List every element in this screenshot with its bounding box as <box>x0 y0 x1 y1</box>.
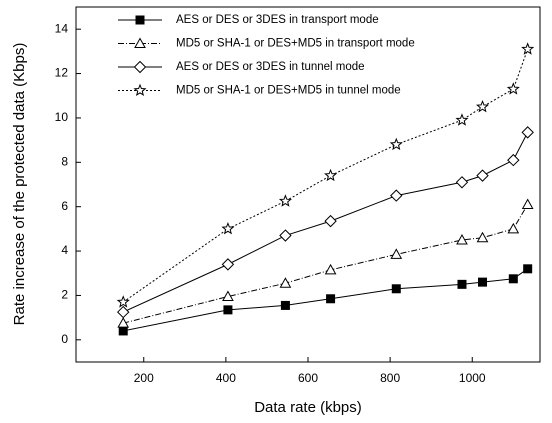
legend-marker <box>133 83 147 97</box>
data-point <box>507 222 520 234</box>
y-tick-label: 10 <box>55 110 69 124</box>
data-point <box>278 194 292 207</box>
data-point <box>391 284 401 294</box>
series-line <box>123 268 528 332</box>
legend-marker <box>133 60 147 74</box>
data-point <box>476 169 489 182</box>
data-point <box>280 300 290 310</box>
data-point <box>506 82 520 95</box>
legend-marker <box>134 37 146 48</box>
data-point <box>116 295 130 308</box>
legend-label: MD5 or SHA-1 or DES+MD5 in tunnel mode <box>176 85 401 97</box>
data-point <box>390 189 403 202</box>
data-point <box>475 99 490 113</box>
y-tick-label: 2 <box>61 288 68 302</box>
data-point <box>478 277 488 287</box>
data-point <box>507 153 520 167</box>
y-tick-label: 4 <box>61 243 68 257</box>
data-point <box>222 290 234 302</box>
y-tick-label: 6 <box>61 199 68 213</box>
data-point <box>324 168 338 182</box>
x-tick-label: 1000 <box>459 371 486 385</box>
series-line <box>123 132 529 313</box>
data-point <box>455 176 469 189</box>
legend-label: AES or DES or 3DES in transport mode <box>176 14 379 26</box>
data-point <box>221 258 235 271</box>
x-tick-label: 600 <box>298 371 318 385</box>
legend-marker <box>135 15 145 25</box>
data-point <box>223 305 233 315</box>
data-point <box>118 326 128 336</box>
data-point <box>324 214 337 228</box>
x-axis-title: Data rate (kbps) <box>254 399 362 416</box>
y-tick-label: 0 <box>61 332 68 346</box>
data-point <box>389 137 403 151</box>
y-tick-label: 12 <box>55 66 69 80</box>
data-point <box>279 229 292 242</box>
data-point <box>457 279 467 289</box>
data-point <box>456 233 468 245</box>
data-point <box>279 277 292 288</box>
x-tick-label: 200 <box>134 371 154 385</box>
y-tick-label: 14 <box>55 21 69 35</box>
data-point <box>521 126 534 139</box>
data-point <box>455 113 469 126</box>
data-point <box>326 294 336 304</box>
legend-label: AES or DES or 3DES in tunnel mode <box>176 61 365 73</box>
data-point <box>117 305 130 319</box>
x-tick-label: 400 <box>216 371 236 385</box>
data-point <box>523 264 533 274</box>
data-point <box>521 42 535 55</box>
data-point <box>508 274 518 284</box>
data-point <box>117 317 130 328</box>
y-axis-title: Rate increase of the protected data (Kbp… <box>11 43 28 326</box>
data-point <box>521 198 534 209</box>
data-point <box>221 222 235 235</box>
data-point <box>390 248 403 259</box>
data-point <box>324 263 337 275</box>
legend-label: MD5 or SHA-1 or DES+MD5 in transport mod… <box>176 38 415 50</box>
y-tick-label: 8 <box>61 154 68 168</box>
series-line <box>123 204 529 324</box>
data-point <box>476 231 489 243</box>
x-tick-label: 800 <box>380 371 400 385</box>
